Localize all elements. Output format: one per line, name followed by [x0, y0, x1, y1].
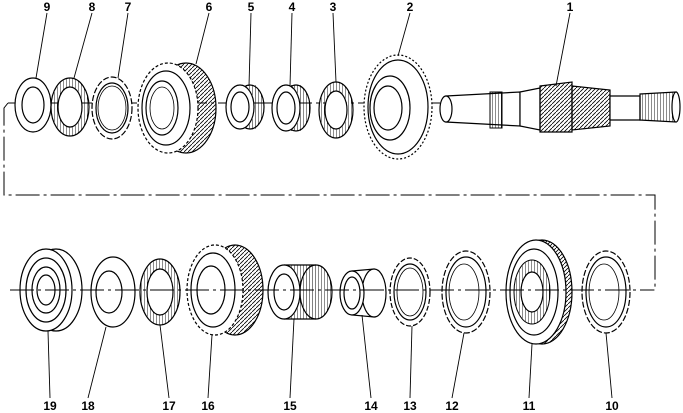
callout-10: 10 [605, 399, 619, 413]
callout-4: 4 [289, 0, 296, 14]
callout-17: 17 [162, 399, 176, 413]
callout-1: 1 [567, 0, 574, 14]
part-12-synchronizer-ring [441, 250, 491, 334]
part-18-thrust-washer [90, 256, 136, 328]
part-9-washer [14, 77, 52, 133]
part-11-synchronizer-assembly [505, 239, 573, 345]
part-10-blocker-ring [581, 250, 631, 334]
part-2-gear [363, 54, 433, 160]
part-6-helical-gear [137, 62, 217, 154]
part-19-ball-bearing [19, 248, 83, 332]
callout-15: 15 [283, 399, 297, 413]
callout-7: 7 [125, 0, 132, 14]
callout-14: 14 [364, 399, 378, 413]
part-3-thrust-bearing [318, 81, 354, 139]
callout-11: 11 [523, 399, 536, 413]
callout-3: 3 [330, 0, 337, 14]
callout-16: 16 [201, 399, 215, 413]
part-8-thrust-bearing [50, 77, 90, 137]
callout-2: 2 [407, 0, 414, 14]
part-15-needle-bearing [267, 264, 333, 320]
callout-5: 5 [248, 0, 255, 14]
part-13-blocker-ring [389, 257, 431, 327]
part-5-needle-bearing [225, 84, 265, 130]
callout-13: 13 [403, 399, 417, 413]
part-17-thrust-bearing [139, 258, 181, 326]
part-14-sleeve [339, 268, 387, 318]
part-7-blocker-ring [91, 76, 133, 140]
callout-19: 19 [43, 399, 57, 413]
callout-8: 8 [89, 0, 96, 14]
leader-lines [35, 12, 613, 399]
callout-18: 18 [81, 399, 95, 413]
callout-9: 9 [44, 0, 51, 14]
callout-12: 12 [445, 399, 459, 413]
part-1-output-shaft [439, 81, 681, 133]
callout-labels: 1 2 3 4 5 6 7 8 9 10 11 12 13 14 15 16 1… [43, 0, 619, 413]
callout-6: 6 [206, 0, 213, 14]
part-4-needle-bearing [271, 84, 311, 132]
